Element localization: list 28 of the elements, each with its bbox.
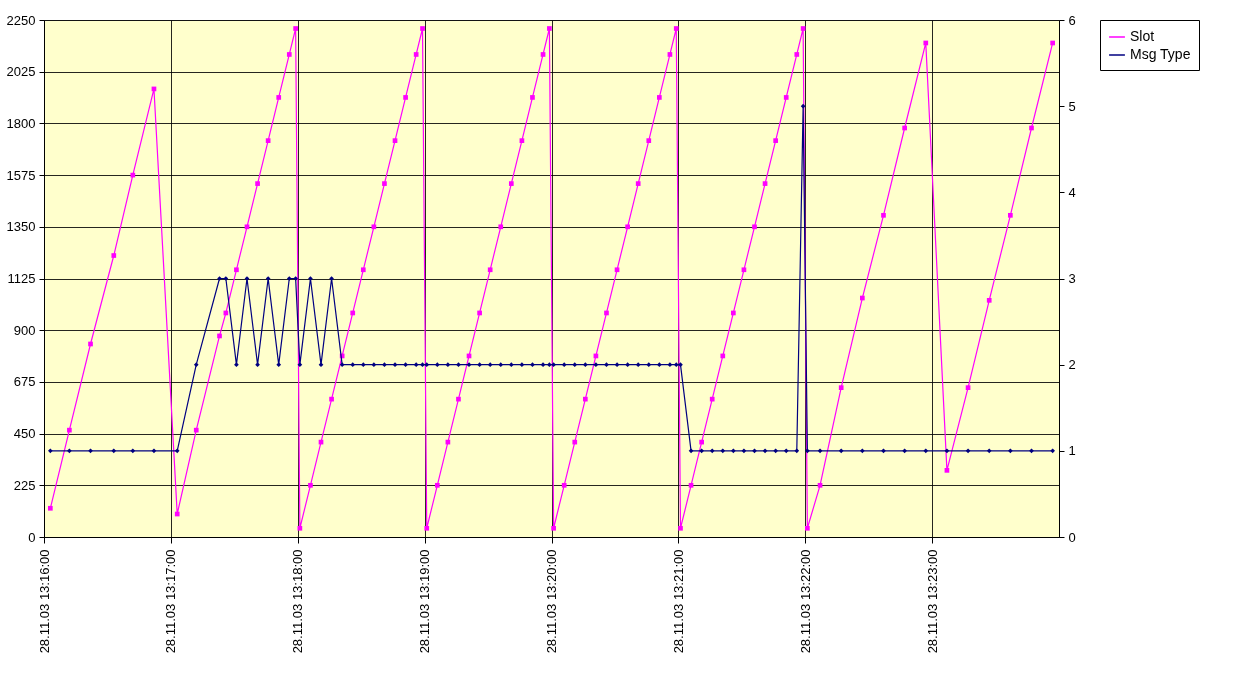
y2-tick-label: 6 — [1068, 12, 1076, 28]
x-tick-label: 28.11.03 13:21:00 — [670, 549, 686, 654]
x-tick-label: 28.11.03 13:18:00 — [290, 549, 306, 654]
y2-tick-label: 4 — [1068, 184, 1076, 200]
x-tick-label: 28.11.03 13:22:00 — [797, 549, 813, 654]
y-tick-label: 1125 — [7, 271, 36, 286]
y-tick-label: 675 — [13, 374, 36, 390]
y-tick-label: 450 — [13, 426, 36, 442]
y-tick-label: 0 — [28, 529, 36, 545]
y-tick-label: 1575 — [6, 167, 36, 183]
x-tick-label: 28.11.03 13:17:00 — [163, 549, 179, 654]
legend-label: Slot — [1130, 28, 1155, 44]
y-tick-label: 1350 — [6, 219, 36, 235]
x-tick-label: 28.11.03 13:20:00 — [544, 549, 559, 654]
y2-tick-label: 1 — [1068, 443, 1076, 459]
y2-tick-label: 3 — [1068, 271, 1076, 286]
y2-tick-label: 5 — [1068, 98, 1076, 114]
y-tick-label: 2250 — [6, 12, 36, 28]
y-tick-label: 225 — [13, 477, 36, 493]
legend-label: Msg Type — [1130, 46, 1191, 62]
x-tick-label: 28.11.03 13:19:00 — [417, 549, 433, 654]
x-tick-label: 28.11.03 13:16:00 — [36, 549, 52, 654]
y2-tick-label: 0 — [1068, 529, 1076, 545]
y-tick-label: 1800 — [6, 115, 36, 131]
x-tick-label: 28.11.03 13:23:00 — [924, 549, 940, 654]
y-tick-label: 2025 — [6, 64, 36, 80]
y2-tick-label: 2 — [1068, 357, 1076, 373]
y-tick-label: 900 — [13, 322, 36, 338]
